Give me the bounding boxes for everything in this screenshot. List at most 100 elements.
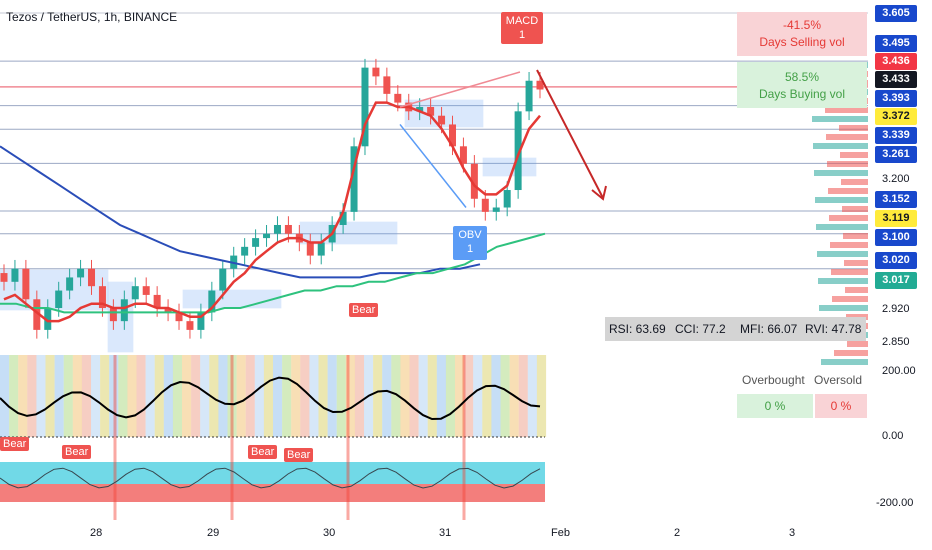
heatmap-cell (18, 355, 28, 437)
rvi-value: RVI: 47.78 (805, 322, 862, 336)
heatmap-cell (527, 355, 537, 437)
candle-body (66, 277, 74, 291)
oscillator-line-lower (0, 467, 541, 489)
heatmap-cell (109, 355, 119, 437)
heatmap-cell (145, 355, 155, 437)
obv-divergence-badge: OBV 1 (453, 226, 487, 260)
projection-arrow (536, 69, 604, 199)
heatmap-cell (455, 355, 465, 437)
heatmap-cell (345, 355, 355, 437)
obv-badge-count: 1 (466, 243, 474, 255)
heatmap-cell (354, 355, 365, 437)
heatmap-cell (27, 355, 37, 437)
heatmap-cell (127, 355, 137, 437)
volume-profile-bar (830, 242, 868, 248)
candle-body (284, 224, 292, 234)
heatmap-cell (209, 355, 219, 437)
volume-profile-bar (813, 143, 868, 149)
candle-body (350, 146, 358, 212)
candle-body (109, 308, 117, 322)
volume-profile-bar (843, 233, 868, 239)
heatmap-cell (464, 355, 474, 437)
candle-body (98, 286, 106, 309)
ma-long-line (0, 145, 481, 279)
x-tick-label: 31 (439, 527, 452, 539)
heatmap-cell (400, 355, 410, 437)
heatmap-cell (172, 355, 183, 437)
candle-body (22, 268, 30, 300)
volume-profile-bar (812, 116, 868, 122)
oscillator-line (0, 376, 541, 421)
heatmap-cell (409, 355, 419, 437)
heatmap-cell (36, 355, 46, 437)
x-tick-label: 30 (323, 527, 336, 539)
candle-body (241, 246, 249, 256)
volume-profile-bar (826, 134, 868, 140)
heatmap-cell (136, 355, 146, 437)
heatmap-cell (182, 355, 192, 437)
candle-body (438, 115, 446, 125)
selling-volume-box: -41.5% Days Selling vol (737, 12, 867, 56)
heatmap-cell (263, 355, 274, 437)
heatmap-cell (373, 355, 383, 437)
heatmap-cell (91, 355, 101, 437)
x-tick-label: 2 (674, 527, 681, 539)
price-axis-label: 3.372 (875, 108, 917, 125)
oscillator-axis-label: 0.00 (882, 430, 904, 442)
price-axis-label: 3.152 (875, 191, 917, 208)
current-price-label: 3.433 (875, 71, 917, 88)
bear-label: Bear (248, 445, 278, 459)
ma-short-line (3, 101, 541, 323)
candle-body (394, 93, 402, 103)
heatmap-cell (227, 355, 237, 437)
heatmap-cell (118, 355, 128, 437)
candle-body (131, 286, 139, 300)
divergence-line (399, 71, 521, 108)
volume-profile-bar (828, 188, 868, 194)
heatmap-cell (382, 355, 392, 437)
volume-profile-bar (834, 350, 868, 356)
candle-body (427, 106, 435, 116)
volume-profile-bar (840, 152, 868, 158)
x-tick-label: Feb (551, 527, 570, 539)
candle-body (186, 321, 194, 330)
oscillator-axis-label: 200.00 (882, 365, 916, 377)
volume-profile-bar (831, 269, 868, 275)
candle-body (44, 308, 52, 330)
volume-profile-bar (821, 359, 868, 365)
heatmap-cell (300, 355, 310, 437)
heatmap-cell (291, 355, 301, 437)
heatmap-cell (318, 355, 328, 437)
volume-profile-bar (817, 251, 868, 257)
x-tick-label: 29 (207, 527, 220, 539)
heatmap-cell (63, 355, 73, 437)
price-axis-label: 3.020 (875, 252, 917, 269)
heatmap-cell (536, 355, 547, 437)
volume-profile-bar (814, 170, 868, 176)
x-tick-label: 28 (90, 527, 103, 539)
heatmap-cell (473, 355, 483, 437)
heatmap-cell (336, 355, 346, 437)
heatmap-cell (81, 355, 92, 437)
candle-body (416, 106, 424, 112)
candle-body (339, 211, 347, 225)
heatmap-cell (54, 355, 64, 437)
candle-body (459, 146, 467, 164)
volume-profile-bar (825, 107, 868, 113)
macd-badge-count: 1 (518, 29, 526, 41)
volume-profile-bar (816, 224, 868, 230)
heatmap-cell (100, 355, 110, 437)
candle-body (88, 268, 96, 287)
chart-title: Tezos / TetherUS, 1h, BINANCE (6, 10, 178, 24)
candle-body (536, 80, 544, 90)
price-axis-label: 2.920 (882, 303, 910, 315)
volume-profile-bar (819, 305, 868, 311)
zone-box (482, 157, 537, 177)
candle-body (525, 80, 533, 112)
price-axis-label: 3.339 (875, 127, 917, 144)
overbought-value: 0 % (737, 394, 813, 418)
volume-profile-bar (841, 179, 868, 185)
candle-body (273, 224, 281, 234)
ma-mid-line (0, 232, 546, 314)
